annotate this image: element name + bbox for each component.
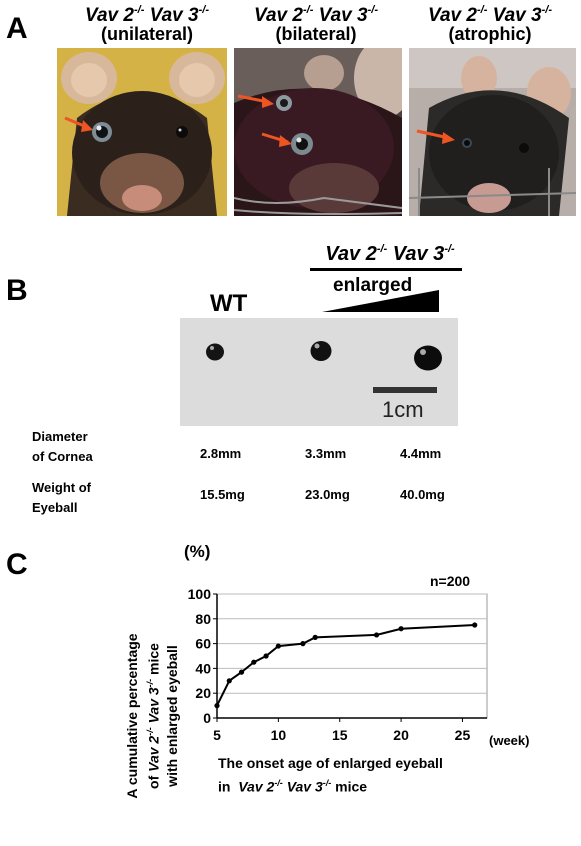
data-point-18wk [373,632,380,638]
x-tick-label-20: 20 [393,727,409,743]
diameter-value-large: 4.4mm [400,446,442,461]
genotype-bracket-line [310,268,462,271]
x-tick-label-15: 15 [332,727,348,743]
mouse-photo-unilateral [57,48,227,216]
data-point-26wk [472,622,478,628]
row-label-diameter: Diameter of Cornea [32,429,93,464]
data-point-13wk [312,634,318,641]
weight-value-large: 40.0mg [400,487,445,502]
data-point-10wk [275,643,281,649]
panel-a-condition-unilateral: (unilateral) [100,24,193,44]
x-tick-label-25: 25 [455,727,471,743]
weight-value-wt: 15.5mg [200,487,245,502]
diameter-value-medium: 3.3mm [305,446,347,461]
panel-a-genotype-3: Vav 2-/- Vav 3-/- [428,4,552,26]
x-unit-label: (week) [489,733,530,748]
x-tick-label-5: 5 [213,727,221,743]
panel-c-letter: C [6,548,28,581]
mouse-photo-bilateral [234,48,402,216]
scale-bar [373,387,437,393]
y-unit-label: (%) [184,542,211,561]
panel-b-genotype: Vav 2-/- Vav 3-/- [325,243,455,265]
plot-frame [216,593,488,719]
data-point-8wk [251,659,257,665]
enlarged-wedge [322,290,439,312]
y-tick-label-100: 100 [188,586,212,602]
data-point-7wk [238,669,245,675]
wt-label: WT [210,290,248,317]
panel-a-condition-bilateral: (bilateral) [275,24,357,44]
x-tick-label-10: 10 [271,727,287,743]
data-point-6wk [226,678,232,684]
y-tick-label-60: 60 [195,636,211,652]
y-tick-label-20: 20 [195,685,211,701]
onset-chart: 0 20 40 60 80 100 5 10 15 20 25 [188,586,488,743]
panel-a-letter: A [6,12,28,45]
y-tick-label-80: 80 [195,611,211,627]
n-label: n=200 [430,573,471,589]
eyeball-photo: 1cm [180,318,458,426]
x-axis-label: The onset age of enlarged eyeball in Vav… [218,755,443,795]
y-tick-label-40: 40 [195,660,211,676]
data-point-20wk [398,626,404,632]
data-point-9wk [263,653,269,659]
mouse-photo-atrophic [409,48,576,216]
panel-a-genotype-1: Vav 2-/- Vav 3-/- [85,4,209,26]
panel-a-genotype-2: Vav 2-/- Vav 3-/- [254,4,378,26]
row-label-weight: Weight of Eyeball [32,480,91,515]
panel-b-letter: B [6,274,28,307]
data-point-5wk [214,703,220,709]
enlarged-label: enlarged [333,275,413,296]
panel-a-condition-atrophic: (atrophic) [448,24,532,44]
diameter-value-wt: 2.8mm [200,446,242,461]
scale-bar-label: 1cm [382,397,424,422]
weight-value-medium: 23.0mg [305,487,350,502]
y-tick-label-0: 0 [203,710,211,726]
data-point-12wk [300,641,306,647]
